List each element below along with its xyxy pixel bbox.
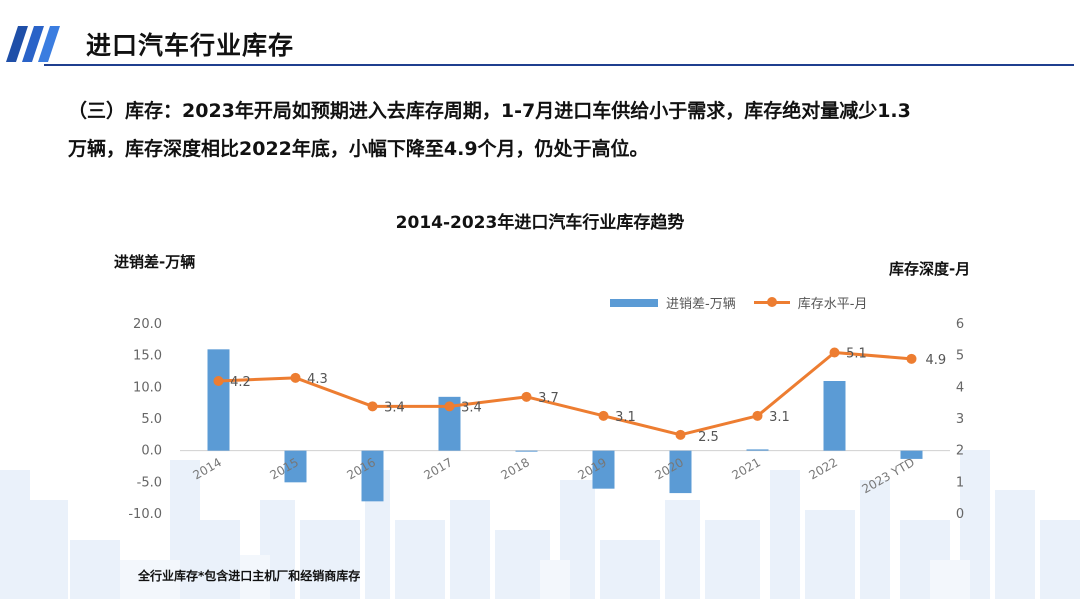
right-axis-tick-label: 4 [956, 380, 964, 395]
bar-2015 [284, 450, 307, 483]
bar-2014 [207, 349, 230, 451]
header-divider [44, 64, 1074, 66]
inventory-depth-data-label: 3.7 [538, 391, 559, 406]
bar-2020 [669, 450, 692, 494]
right-axis-title: 库存深度-月 [889, 260, 971, 278]
left-axis-tick-label: 20.0 [133, 317, 162, 332]
inventory-depth-point [521, 391, 532, 402]
category-label: 2023 YTD [860, 455, 917, 496]
left-axis-tick-label: 0.0 [141, 444, 162, 459]
inventory-depth-point [675, 429, 686, 440]
bar-2022 [823, 381, 846, 451]
inventory-depth-point [906, 353, 917, 364]
inventory-depth-data-label: 3.1 [615, 410, 636, 425]
inventory-depth-point [598, 410, 609, 421]
bar-2021 [746, 449, 769, 451]
legend-label-bars: 进销差-万辆 [666, 297, 736, 312]
category-label: 2017 [422, 455, 455, 482]
bar-2023-ytd [900, 450, 923, 459]
chart-title: 2014-2023年进口汽车行业库存趋势 [395, 213, 685, 233]
left-axis-title: 进销差-万辆 [114, 253, 196, 271]
left-axis-tick-label: -10.0 [128, 507, 162, 522]
category-label: 2018 [499, 455, 532, 482]
category-label: 2021 [730, 455, 763, 482]
inventory-depth-point [290, 372, 301, 383]
right-axis-tick-label: 1 [956, 475, 964, 490]
left-axis-tick-label: 10.0 [133, 380, 162, 395]
legend-item-line: 库存水平-月 [753, 293, 868, 312]
left-axis-tick-label: -5.0 [137, 475, 162, 490]
right-axis-tick-label: 6 [956, 317, 964, 332]
bar-2018 [515, 450, 538, 452]
right-axis-tick-label: 0 [956, 507, 964, 522]
right-axis-tick-label: 3 [956, 412, 964, 427]
category-label: 2014 [191, 455, 224, 482]
summary-paragraph: （三）库存：2023年开局如预期进入去库存周期，1-7月进口车供给小于需求，库存… [68, 92, 1058, 168]
summary-line-2: 万辆，库存深度相比2022年底，小幅下降至4.9个月，仍处于高位。 [68, 138, 649, 160]
inventory-depth-data-label: 4.2 [230, 375, 251, 390]
bar-2016 [361, 450, 384, 502]
bar-2017 [438, 396, 461, 451]
chart-legend: 进销差-万辆 库存水平-月 [610, 293, 885, 312]
legend-item-bars: 进销差-万辆 [610, 293, 736, 312]
inventory-depth-data-label: 3.1 [769, 410, 790, 425]
inventory-depth-point [444, 401, 455, 412]
legend-swatch-bars [610, 298, 658, 307]
summary-line-1: （三）库存：2023年开局如预期进入去库存周期，1-7月进口车供给小于需求，库存… [68, 100, 911, 122]
inventory-depth-data-label: 3.4 [461, 400, 482, 415]
left-axis-tick-label: 15.0 [133, 349, 162, 364]
inventory-depth-point [213, 376, 224, 386]
legend-label-line: 库存水平-月 [797, 297, 868, 312]
legend-swatch-line [753, 297, 790, 307]
category-label: 2022 [807, 455, 840, 482]
page-title: 进口汽车行业库存 [86, 31, 295, 60]
left-axis-tick-label: 5.0 [141, 412, 162, 427]
inventory-depth-line [218, 351, 912, 437]
header-stripes-logo [6, 26, 60, 62]
inventory-depth-data-label: 3.4 [384, 400, 405, 415]
footnote: 全行业库存*包含进口主机厂和经销商库存 [138, 569, 361, 583]
inventory-depth-point [829, 347, 840, 358]
right-axis-tick-label: 5 [956, 349, 964, 364]
inventory-depth-data-label: 4.9 [926, 353, 947, 368]
right-axis-tick-label: 2 [956, 444, 964, 459]
inventory-depth-data-label: 5.1 [846, 347, 867, 362]
inventory-depth-data-label: 2.5 [698, 430, 719, 445]
inventory-depth-point [752, 410, 763, 421]
bar-2019 [592, 450, 615, 489]
inventory-depth-point [367, 401, 378, 412]
inventory-depth-data-label: 4.3 [307, 372, 328, 387]
